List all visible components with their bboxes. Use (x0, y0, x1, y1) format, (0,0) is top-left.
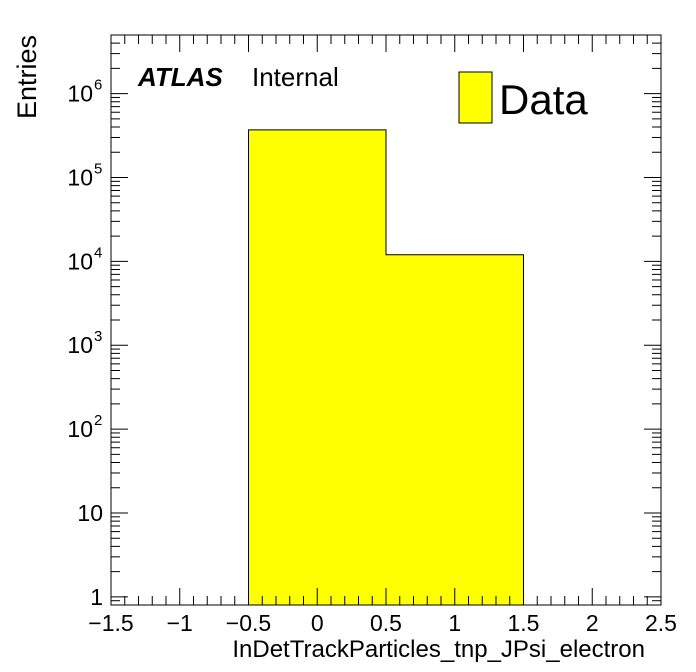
x-tick-label: −1 (167, 610, 193, 636)
y-tick-base: 10 (67, 248, 93, 274)
x-axis-label: InDetTrackParticles_tnp_JPsi_electron (232, 636, 645, 663)
y-tick-exponent: 5 (94, 161, 102, 178)
y-tick-base: 10 (67, 332, 93, 358)
y-tick-exponent: 2 (94, 412, 102, 429)
histogram-outline (248, 129, 524, 605)
axis-ticks (110, 34, 662, 606)
y-tick-base: 10 (77, 500, 103, 526)
y-tick-label: 10 4 (67, 244, 102, 274)
y-tick-exponent: 6 (94, 77, 102, 94)
x-tick-label: 0.5 (370, 610, 402, 636)
y-tick-exponent: 3 (94, 328, 102, 345)
x-tick-label: −1.5 (88, 610, 133, 636)
y-tick-label: 10 6 (67, 77, 102, 107)
y-tick-label: 10 (77, 500, 103, 526)
histogram-bin-1 (248, 129, 386, 605)
y-tick-label: 10 2 (67, 412, 102, 442)
x-tick-label: −0.5 (226, 610, 271, 636)
x-tick-labels: −1.5 −1 −0.5 0 0.5 1 1.5 2 2.5 (88, 610, 677, 636)
y-tick-base: 1 (90, 584, 103, 610)
y-tick-base: 10 (67, 81, 93, 107)
histogram-bars (248, 129, 524, 605)
x-tick-label: 0 (311, 610, 324, 636)
x-tick-label: 2.5 (645, 610, 677, 636)
y-tick-exponent: 4 (94, 244, 102, 261)
histogram-bin-2 (386, 254, 524, 605)
y-tick-base: 10 (67, 416, 93, 442)
atlas-status-label: Internal (252, 62, 339, 92)
y-tick-base: 10 (67, 165, 93, 191)
legend-label-data: Data (499, 76, 588, 123)
y-tick-label: 10 5 (67, 161, 102, 191)
y-axis-label: Entries (12, 35, 42, 119)
legend-swatch-data (458, 71, 493, 124)
y-tick-label: 1 (90, 584, 103, 610)
atlas-label: ATLAS (137, 62, 223, 92)
x-tick-label: 1.5 (508, 610, 540, 636)
y-tick-label: 10 3 (67, 328, 102, 358)
x-tick-label: 2 (586, 610, 599, 636)
legend: Data (458, 71, 588, 124)
x-tick-label: 1 (448, 610, 461, 636)
